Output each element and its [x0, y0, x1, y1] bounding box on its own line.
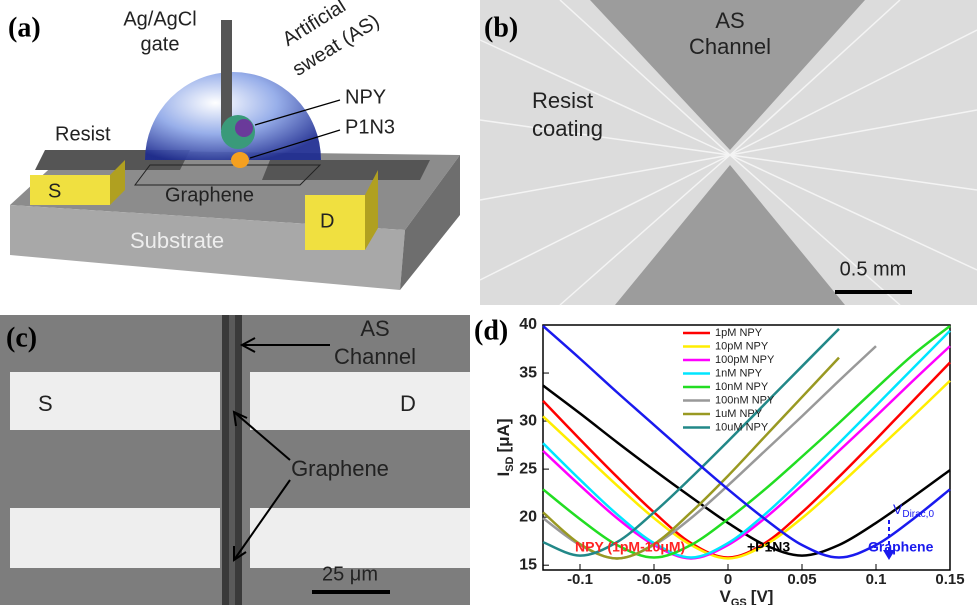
- x-tick-label: 0.1: [866, 571, 887, 588]
- x-tick-label: 0.05: [787, 571, 816, 588]
- graphene-strip: [229, 315, 235, 605]
- drain-label: D: [320, 210, 334, 232]
- y-tick-label: 40: [519, 316, 537, 333]
- p1n3-linker: [231, 152, 249, 168]
- panel-label: (b): [484, 12, 518, 43]
- scale-label: 25 μm: [322, 563, 378, 585]
- axis-label: ISD [μA]: [494, 418, 515, 476]
- data-line: [542, 356, 840, 560]
- panel-a: (a) Ag/AgCl gate Artificial sweat (AS) N…: [0, 0, 470, 305]
- drain-side: [365, 170, 378, 250]
- electrode-lines: [479, 0, 977, 306]
- scale-label: 0.5 mm: [840, 258, 907, 280]
- y-tick-label: 30: [519, 412, 537, 429]
- legend-label: 100nM NPY: [715, 394, 775, 406]
- panel-b: (b) AS Channel Resist coating 0.5 mm: [479, 0, 977, 306]
- axis-label-main: V: [720, 587, 732, 605]
- resist-bar: [262, 160, 430, 180]
- source-pad: [10, 508, 220, 568]
- p1n3-label: P1N3: [345, 116, 395, 138]
- data-line: [542, 345, 951, 560]
- axis-label-unit: [V]: [751, 587, 774, 605]
- channel-window: [615, 165, 845, 305]
- panel-label: (a): [8, 12, 41, 43]
- resist-label: coating: [532, 116, 603, 141]
- drain-pad: [250, 508, 470, 568]
- gate-electrode: [221, 20, 232, 130]
- drain-label: D: [400, 391, 416, 416]
- substrate-label: Substrate: [130, 228, 224, 253]
- axis-label-sub: GS: [731, 597, 747, 605]
- annotation: NPY (1pM-10μM): [575, 539, 685, 555]
- legend-label: 1pM NPY: [715, 327, 763, 339]
- data-line: [542, 325, 951, 559]
- resist-label: Resist: [532, 88, 593, 113]
- gate-label: Ag/AgCl: [123, 8, 196, 30]
- x-tick-label: 0.15: [935, 571, 964, 588]
- channel-label: AS: [715, 8, 744, 33]
- legend-label: 100pM NPY: [715, 354, 775, 366]
- pointer: [254, 99, 341, 126]
- dirac-sub: Dirac,0: [902, 509, 934, 520]
- x-tick-label: 0: [724, 571, 732, 588]
- dirac-label: VDirac,0: [893, 501, 934, 520]
- drain-block: [305, 195, 365, 250]
- channel-label: Channel: [334, 344, 416, 369]
- legend-label: 10pM NPY: [715, 340, 769, 352]
- axis-label-unit: [μA]: [494, 418, 513, 452]
- channel-window: [590, 0, 865, 150]
- legend-label: 10nM NPY: [715, 381, 769, 393]
- axis-label-sub: SD: [504, 456, 516, 471]
- source-block: [30, 175, 110, 205]
- npy-molecule: [235, 119, 253, 137]
- graphene-mesh: [134, 164, 322, 186]
- legend-label: 1uM NPY: [715, 408, 763, 420]
- source-pad: [10, 372, 220, 430]
- dirac-arrowhead: [883, 550, 895, 560]
- panel-label: (d): [474, 315, 508, 346]
- resist-label: Resist: [55, 123, 111, 145]
- data-line: [542, 379, 951, 560]
- gate-label: gate: [141, 33, 180, 55]
- y-tick-label: 35: [519, 364, 537, 381]
- source-side: [110, 160, 125, 205]
- y-tick-label: 20: [519, 508, 537, 525]
- dirac-main: V: [893, 501, 903, 517]
- x-tick-label: -0.1: [567, 571, 593, 588]
- legend-label: 1nM NPY: [715, 367, 763, 379]
- data-line: [542, 327, 840, 557]
- annotation: +P1N3: [747, 539, 790, 555]
- annotation: Graphene: [868, 539, 934, 555]
- data-line: [542, 329, 951, 559]
- substrate-side: [400, 155, 460, 290]
- drain-pad: [250, 372, 470, 430]
- x-tick-label: -0.05: [637, 571, 671, 588]
- source-label: S: [48, 180, 61, 202]
- npy-label: NPY: [345, 86, 386, 108]
- axis-label: VGS [V]: [720, 587, 774, 605]
- data-line: [542, 384, 951, 557]
- graphene-label: Graphene: [291, 456, 389, 481]
- panel-label: (c): [6, 322, 37, 353]
- legend-label: 10uM NPY: [715, 421, 769, 433]
- source-label: S: [38, 391, 53, 416]
- y-tick-label: 15: [519, 556, 537, 573]
- pointer: [249, 129, 341, 159]
- panel-c: (c) AS Channel S D Graphene 25 μm: [0, 315, 470, 605]
- graphene-label: Graphene: [165, 184, 254, 206]
- axis-label-main: I: [494, 472, 513, 477]
- y-tick-label: 25: [519, 460, 537, 477]
- channel-label: AS: [360, 316, 389, 341]
- channel-label: Channel: [689, 34, 771, 59]
- arrows: [232, 337, 330, 562]
